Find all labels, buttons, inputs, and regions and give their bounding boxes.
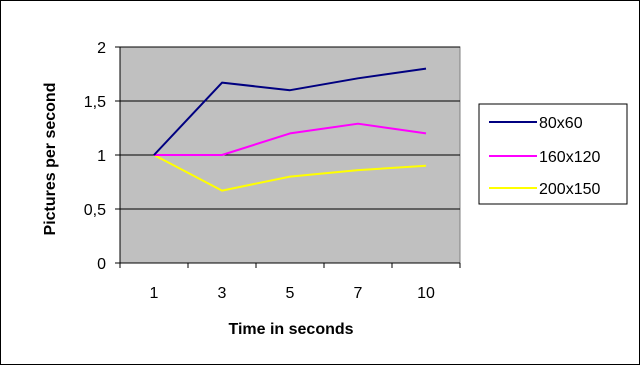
legend-label: 200x150: [539, 181, 600, 198]
x-tick-label: 1: [150, 285, 159, 302]
y-axis-title: Pictures per second: [42, 83, 59, 236]
y-tick-label: 0,5: [84, 202, 106, 219]
y-tick-label: 1: [97, 148, 106, 165]
x-tick-label: 3: [218, 285, 227, 302]
y-tick-label: 1,5: [84, 94, 106, 111]
series-lines: [153, 67, 427, 192]
x-axis-ticks: 1 3 5 7 10: [119, 263, 461, 302]
legend-label: 160x120: [539, 149, 600, 166]
x-tick-label: 5: [286, 285, 295, 302]
series-line-200x150: [153, 154, 427, 192]
x-axis-title: Time in seconds: [228, 321, 353, 338]
legend: 80x60 160x120 200x150: [478, 103, 628, 205]
y-tick-label: 2: [97, 40, 106, 57]
x-tick-label: 10: [417, 285, 435, 302]
series-line-160x120: [154, 122, 427, 156]
x-tick-label: 7: [354, 285, 363, 302]
y-axis-ticks: 0 0,5 1 1,5 2: [84, 40, 120, 273]
legend-label: 80x60: [539, 115, 583, 132]
series-line-80x60: [153, 67, 427, 156]
y-tick-label: 0: [97, 256, 106, 273]
